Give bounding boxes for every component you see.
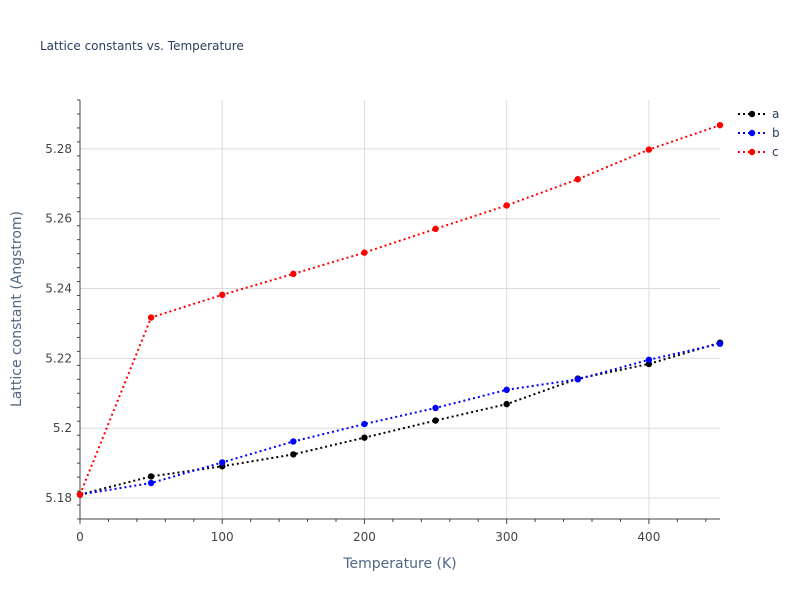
y-tick-label: 5.18 — [45, 491, 72, 505]
data-point-a — [361, 434, 368, 441]
legend-swatch-marker — [748, 110, 756, 118]
series-line-b — [79, 342, 721, 496]
y-tick-label: 5.28 — [45, 142, 72, 156]
legend-swatch-marker — [748, 129, 756, 137]
data-point-c — [645, 146, 653, 153]
legend-item-c[interactable]: c — [738, 145, 779, 159]
legend[interactable]: abc — [738, 107, 780, 159]
data-point-a — [432, 417, 439, 424]
chart-title: Lattice constants vs. Temperature — [40, 39, 244, 53]
data-point-b — [574, 376, 581, 383]
x-tick-label: 0 — [76, 530, 84, 544]
x-tick-label: 300 — [495, 530, 518, 544]
data-point-c — [716, 121, 724, 129]
data-point-c — [147, 314, 155, 321]
data-point-a — [290, 451, 297, 458]
data-point-c — [503, 202, 510, 209]
data-point-c — [361, 249, 368, 256]
x-tick-label: 100 — [211, 530, 234, 544]
data-point-c — [76, 491, 84, 498]
data-point-b — [147, 479, 155, 487]
legend-item-b[interactable]: b — [738, 126, 780, 140]
tick-label-layer: 0 100 200 300 400 5.18 5.2 5.22 5.24 5.26 5.28 — [45, 142, 660, 544]
y-tick-label: 5.2 — [53, 421, 72, 435]
axis-layer — [77, 99, 720, 524]
x-tick-label: 400 — [637, 530, 660, 544]
data-point-c — [432, 225, 439, 233]
x-tick-label: 200 — [353, 530, 376, 544]
data-point-b — [432, 404, 439, 412]
y-tick-label: 5.26 — [45, 212, 72, 226]
grid-layer — [80, 100, 720, 519]
data-point-c — [574, 176, 581, 183]
legend-swatch-marker — [748, 148, 756, 156]
series-layer — [76, 121, 724, 498]
series-a — [76, 339, 724, 498]
x-axis-title: Temperature (K) — [342, 556, 456, 572]
data-point-a — [503, 400, 510, 408]
data-point-b — [290, 438, 297, 445]
data-point-b — [361, 420, 368, 428]
series-c — [76, 121, 724, 498]
data-point-c — [219, 291, 226, 299]
y-axis-title: Lattice constant (Angstrom) — [9, 211, 25, 407]
y-tick-label: 5.22 — [45, 351, 72, 365]
data-point-b — [219, 459, 226, 466]
legend-label: b — [772, 126, 780, 140]
data-point-c — [290, 270, 297, 278]
legend-item-a[interactable]: a — [738, 107, 779, 121]
legend-label: c — [772, 145, 779, 159]
data-point-b — [716, 340, 724, 347]
y-tick-label: 5.24 — [45, 282, 72, 296]
legend-label: a — [772, 107, 779, 121]
data-point-b — [645, 356, 653, 363]
data-point-a — [147, 473, 155, 480]
series-line-c — [79, 124, 721, 495]
data-point-b — [503, 386, 510, 394]
series-line-a — [79, 341, 721, 496]
